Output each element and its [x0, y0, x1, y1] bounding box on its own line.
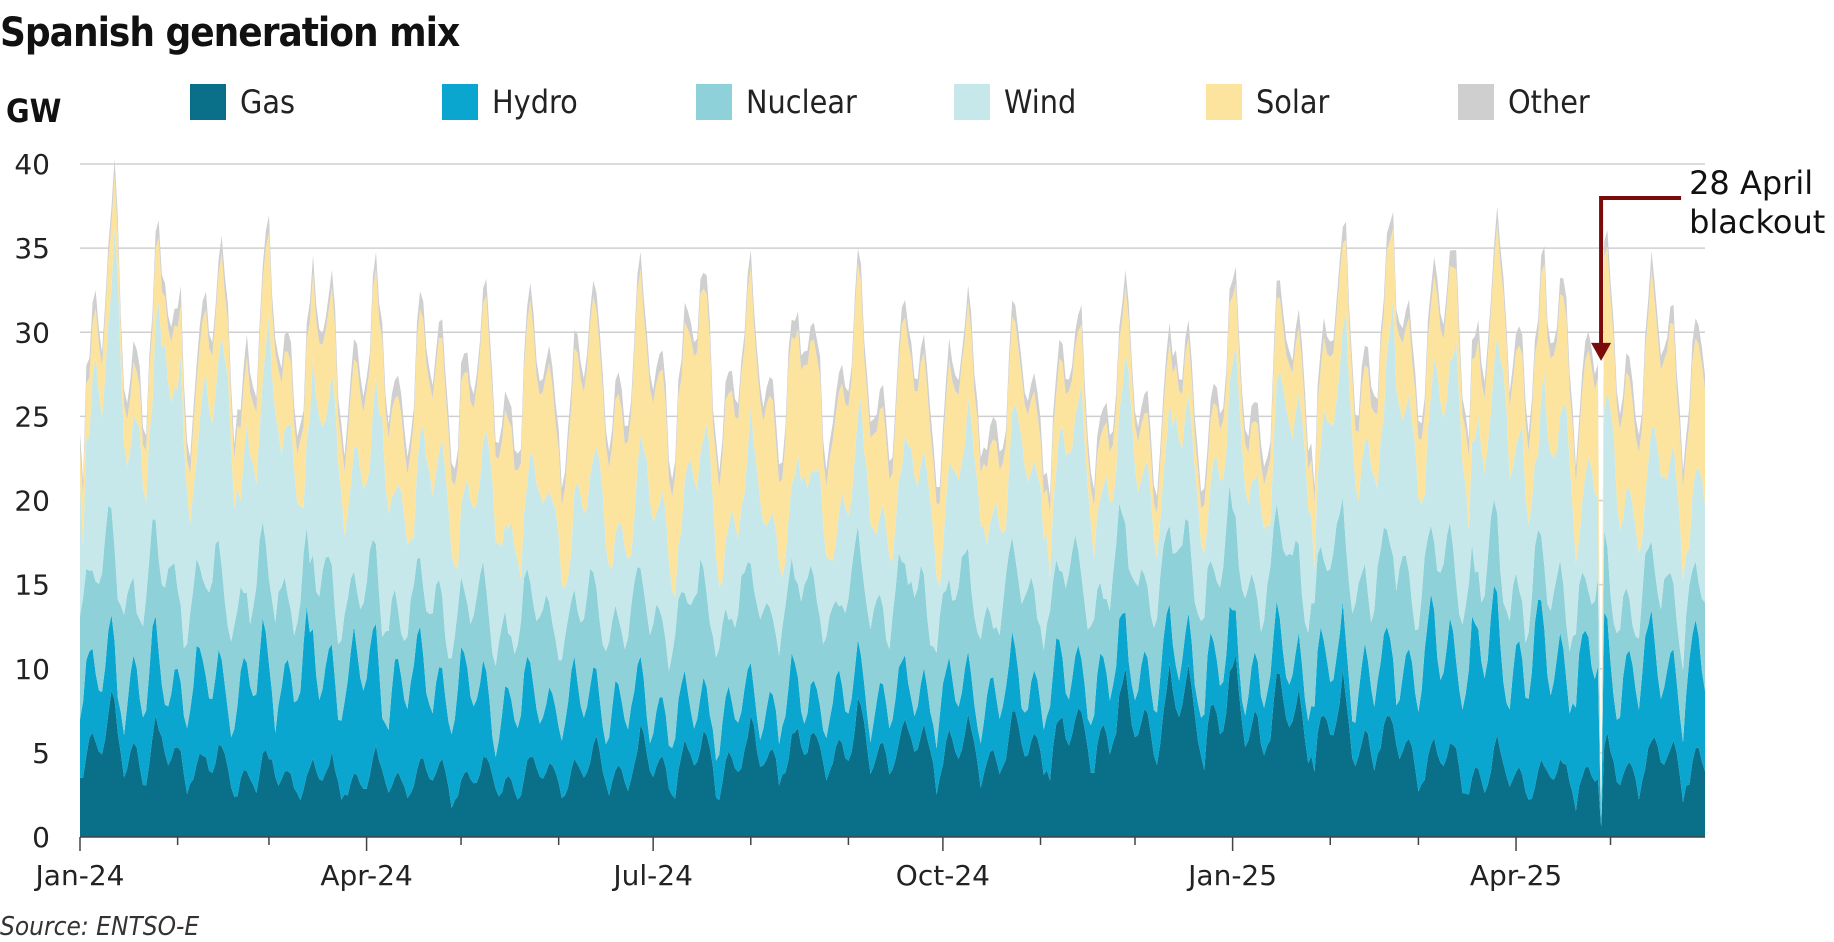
legend-label-solar: Solar	[1256, 83, 1330, 121]
legend-item-nuclear: Nuclear	[696, 82, 857, 122]
y-axis: 0 5 10 15 20 25 30 35 40	[14, 148, 50, 854]
y-axis-unit-label: GW	[6, 92, 62, 130]
legend-label-gas: Gas	[240, 83, 295, 121]
x-tick-label-2024-04: Apr-24	[320, 859, 412, 892]
series-area-other	[80, 157, 1705, 824]
legend-item-hydro: Hydro	[442, 82, 578, 122]
x-tick-label-2025-01: Jan-25	[1186, 859, 1277, 892]
y-tick-label-40: 40	[14, 148, 50, 181]
legend-item-solar: Solar	[1206, 82, 1329, 122]
series-area-nuclear	[80, 484, 1705, 827]
legend-label-nuclear: Nuclear	[746, 83, 857, 121]
series-area-hydro	[80, 585, 1705, 827]
legend-swatch-solar	[1206, 84, 1242, 120]
y-tick-label-15: 15	[14, 569, 50, 602]
legend-label-wind: Wind	[1004, 83, 1077, 121]
legend-swatch-nuclear	[696, 84, 732, 120]
legend-label-other: Other	[1508, 83, 1590, 121]
legend-swatch-other	[1458, 84, 1494, 120]
source-note: Source: ENTSO-E	[0, 912, 200, 942]
y-tick-label-25: 25	[14, 400, 50, 433]
legend-swatch-wind	[954, 84, 990, 120]
x-tick-label-2024-01: Jan-24	[34, 859, 125, 892]
chart-plot: Jan-24 Apr-24 Jul-24 Oct-24 Jan-25 Apr-25 0 5 1…	[14, 148, 1825, 892]
series-area-gas	[80, 655, 1705, 837]
chart-title: Spanish generation mix	[0, 10, 460, 56]
annotation-text-line-2: blackout	[1689, 203, 1825, 241]
y-tick-label-20: 20	[14, 485, 50, 518]
legend-label-hydro: Hydro	[492, 83, 578, 121]
annotation-arrowhead	[1591, 342, 1612, 361]
x-tick-label-2025-04: Apr-25	[1470, 859, 1562, 892]
series-area-wind	[80, 227, 1705, 826]
y-tick-label-0: 0	[32, 821, 50, 854]
stacked-areas	[80, 157, 1705, 837]
legend-item-gas: Gas	[190, 82, 295, 122]
annotation-text-line-1: 28 April	[1689, 164, 1813, 202]
y-tick-label-10: 10	[14, 653, 50, 686]
y-tick-label-30: 30	[14, 316, 50, 349]
series-area-solar	[80, 175, 1705, 825]
legend-item-wind: Wind	[954, 82, 1076, 122]
legend-swatch-gas	[190, 84, 226, 120]
x-axis: Jan-24 Apr-24 Jul-24 Oct-24 Jan-25 Apr-25	[34, 836, 1705, 892]
legend-item-other: Other	[1458, 82, 1590, 122]
legend-swatch-hydro	[442, 84, 478, 120]
y-tick-label-5: 5	[32, 737, 50, 770]
annotation-arrow-line	[1599, 196, 1682, 347]
x-tick-label-2024-10: Oct-24	[896, 859, 990, 892]
y-tick-label-35: 35	[14, 232, 50, 265]
x-tick-label-2024-07: Jul-24	[611, 859, 693, 892]
